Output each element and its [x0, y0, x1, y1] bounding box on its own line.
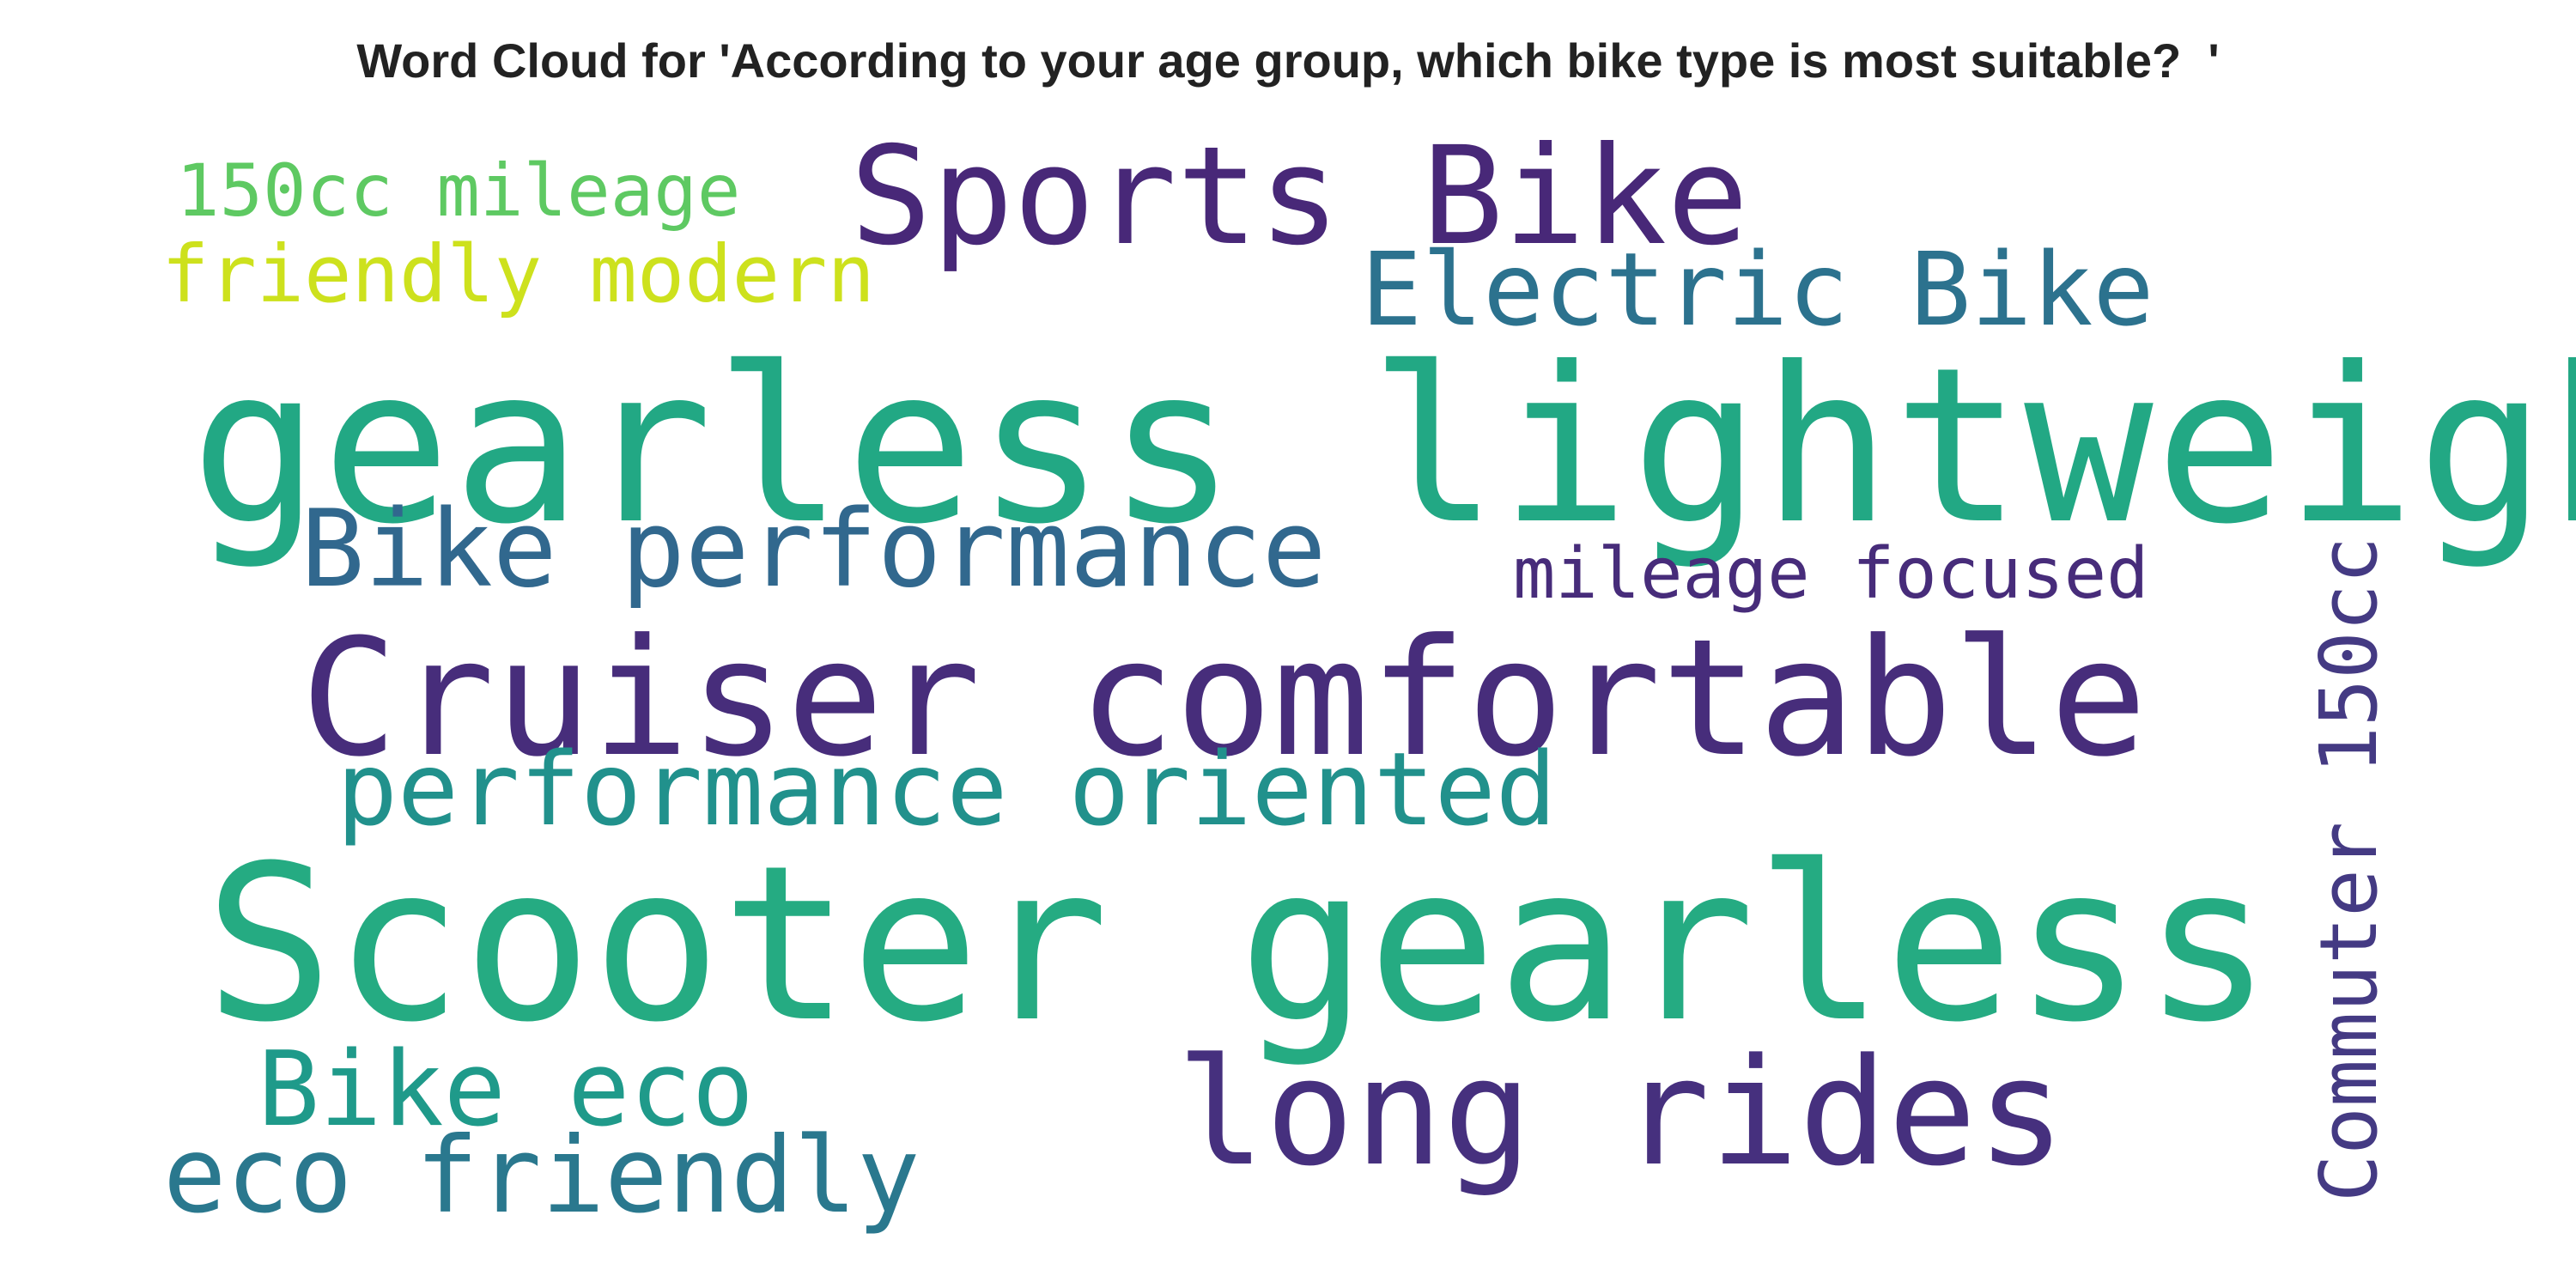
word-long-rides: long rides — [1176, 1026, 2066, 1199]
word-commuter-150cc: Commuter 150cc — [2303, 536, 2395, 1202]
word-gearless-lightweight: gearless lightweight — [191, 321, 2576, 571]
vertical-word-container: Commuter 150cc — [2303, 532, 2404, 1202]
word-eco-friendly: eco friendly — [163, 1115, 920, 1236]
figure-title: Word Cloud for 'According to your age gr… — [356, 33, 2220, 88]
word-bike-eco: Bike eco — [258, 1030, 754, 1150]
word-electric-bike: Electric Bike — [1361, 230, 2154, 349]
word-sports-bike: Sports Bike — [850, 118, 1749, 276]
word-scooter-gearless: Scooter gearless — [204, 819, 2273, 1069]
word-performance-oriented: performance oriented — [337, 730, 1557, 848]
word-cruiser-comfortable: Cruiser comfortable — [301, 605, 2148, 793]
word-mileage-focused: mileage focused — [1513, 533, 2149, 615]
word-friendly-modern: friendly modern — [161, 228, 875, 320]
word-150cc-mileage: 150cc mileage — [176, 149, 741, 233]
word-bike-performance: Bike performance — [301, 488, 1327, 611]
